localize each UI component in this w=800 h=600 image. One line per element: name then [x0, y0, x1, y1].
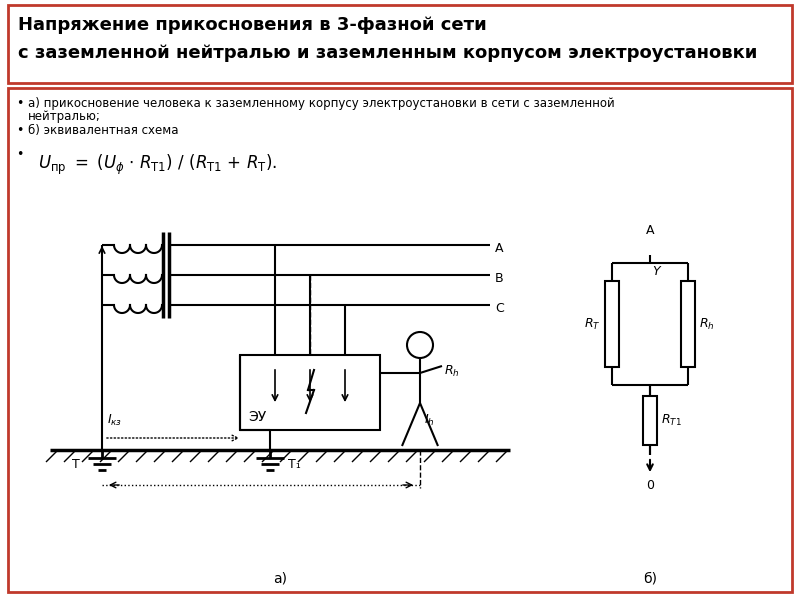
Text: Y: Y [652, 265, 660, 278]
Text: $R_T$: $R_T$ [584, 316, 601, 332]
Text: нейтралью;: нейтралью; [28, 110, 101, 123]
Text: $I_h$: $I_h$ [424, 413, 434, 428]
Text: с заземленной нейтралью и заземленным корпусом электроустановки: с заземленной нейтралью и заземленным ко… [18, 44, 758, 62]
Text: А: А [646, 224, 654, 237]
Text: В: В [495, 272, 504, 286]
Bar [643, 395, 657, 445]
Text: б): б) [643, 571, 657, 585]
Text: $I_{кз}$: $I_{кз}$ [107, 413, 122, 428]
Bar [8, 5, 792, 83]
Text: ЭУ: ЭУ [248, 410, 266, 424]
Text: $R_h$: $R_h$ [444, 364, 460, 379]
Text: 0: 0 [646, 479, 654, 492]
Text: •: • [16, 124, 23, 137]
Text: T: T [72, 457, 80, 470]
Text: А: А [495, 242, 503, 256]
Text: а) прикосновение человека к заземленному корпусу электроустановки в сети с зазем: а) прикосновение человека к заземленному… [28, 97, 614, 110]
Bar [240, 355, 380, 430]
Text: Напряжение прикосновения в 3-фазной сети: Напряжение прикосновения в 3-фазной сети [18, 16, 486, 34]
Text: $R_h$: $R_h$ [699, 316, 714, 332]
Bar [681, 281, 695, 367]
Bar [605, 281, 619, 367]
Text: $U_{\rm пр}$ $=$ $(U_{\phi}$ $\cdot$ $R_{\rm T1})$ $/$ $(R_{\rm T1}$ $+$ $R_{\rm: $U_{\rm пр}$ $=$ $(U_{\phi}$ $\cdot$ $R_… [38, 153, 278, 177]
Text: $R_{T1}$: $R_{T1}$ [661, 412, 682, 428]
Text: •: • [16, 97, 23, 110]
Text: •: • [16, 148, 23, 161]
Text: а): а) [273, 571, 287, 585]
Bar [8, 88, 792, 592]
Text: T₁: T₁ [288, 457, 301, 470]
Text: б) эквивалентная схема: б) эквивалентная схема [28, 124, 178, 137]
Text: С: С [495, 302, 504, 316]
